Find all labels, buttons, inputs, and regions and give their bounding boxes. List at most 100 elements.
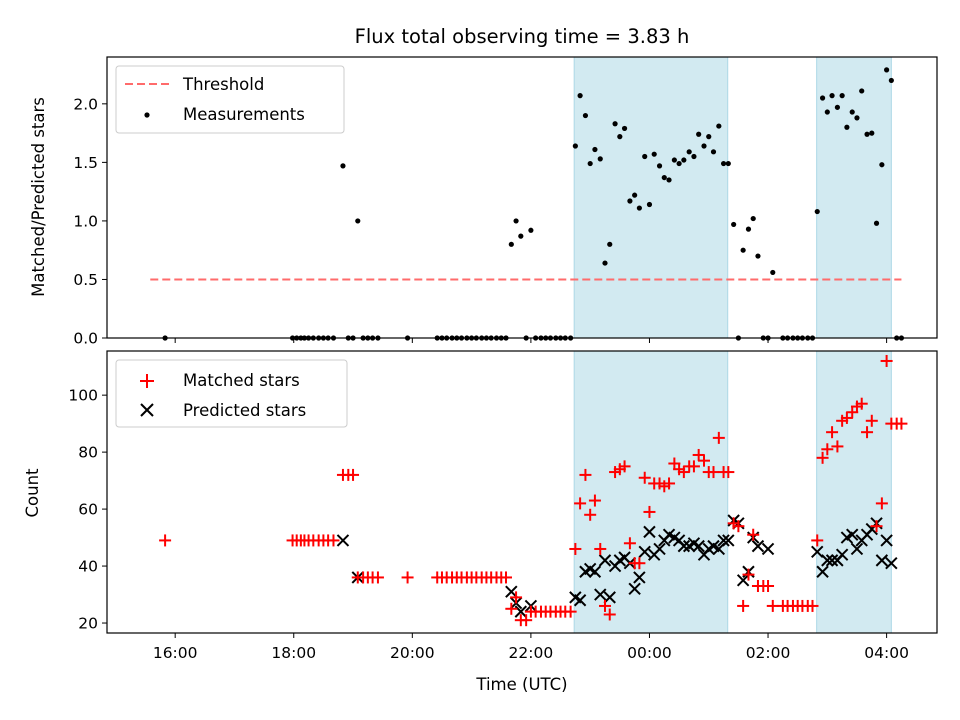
- measurement-point: [710, 149, 717, 155]
- matched-legend-swatch: [140, 374, 154, 388]
- matched-stars-point: [732, 520, 745, 533]
- matched-stars-point: [499, 571, 512, 584]
- measurement-point: [508, 241, 514, 247]
- predicted-stars-point: [761, 542, 775, 556]
- matched-stars-point: [698, 454, 711, 467]
- measurement-point: [661, 174, 667, 181]
- predicted-stars-point: [692, 539, 705, 553]
- measurement-point: [617, 134, 623, 140]
- measurement-point: [572, 143, 578, 149]
- measurement-point: [646, 201, 653, 208]
- y-tick-label: 40: [78, 558, 98, 576]
- count-panel: 20 40 60 80 100 16:00 18:00 20:00 22:00 00:00 02:…: [23, 350, 938, 694]
- measurement-point: [513, 218, 519, 224]
- predicted-stars-point: [722, 534, 735, 547]
- count-y-axis: 20 40 60 80 100: [68, 387, 107, 633]
- predicted-stars-point: [821, 554, 834, 567]
- time-x-axis: 16:00 18:00 20:00 22:00 00:00 02:00 04:00: [153, 633, 909, 662]
- measurement-point: [740, 247, 746, 253]
- measurement-point: [592, 146, 598, 153]
- matched-stars-point: [826, 426, 839, 439]
- matched-stars-point: [692, 448, 705, 461]
- x-tick-label: 18:00: [271, 644, 316, 662]
- matched-stars-point: [327, 534, 340, 547]
- measurement-point: [355, 218, 361, 224]
- x-tick-label: 00:00: [627, 644, 672, 662]
- x-tick-label: 20:00: [390, 644, 435, 662]
- measurement-point: [814, 208, 820, 215]
- measurement-point: [340, 163, 346, 169]
- chart-title: Flux total observing time = 3.83 h: [355, 25, 690, 48]
- matched-stars-point: [510, 591, 523, 604]
- measurement-point: [834, 104, 841, 110]
- predicted-stars-point: [875, 554, 889, 567]
- predicted-stars-point: [638, 545, 651, 559]
- predicted-stars-point: [885, 557, 898, 570]
- measurement-point: [888, 77, 894, 84]
- measurement-point: [636, 205, 642, 211]
- matched-stars-point: [371, 571, 384, 584]
- measurement-point: [706, 134, 712, 140]
- ratio-panel: 0.00.51.01.52.0 Matched/Predicted stars …: [29, 56, 938, 348]
- predicted-stars-point: [643, 525, 656, 539]
- measurement-point: [879, 162, 885, 168]
- predicted-stars-point: [505, 585, 518, 598]
- matched-stars-point: [766, 599, 779, 612]
- measurement-point: [731, 221, 737, 228]
- matched-stars-point: [865, 414, 878, 427]
- measurement-point: [666, 177, 672, 183]
- matched-stars-point: [840, 411, 853, 424]
- matched-stars-point: [584, 508, 597, 521]
- measurement-point: [716, 123, 722, 129]
- predicted-stars-point: [736, 574, 750, 587]
- matched-stars-point: [687, 460, 700, 473]
- measurement-point: [849, 109, 855, 115]
- ratio-y-axis: 0.0 0.5 1.0 1.5 2.0: [73, 95, 107, 348]
- count-legend: Matched stars Predicted stars: [115, 359, 348, 428]
- observing-interval-2: [816, 56, 892, 339]
- ratio-legend-box: [115, 65, 345, 134]
- predicted-stars-point: [677, 539, 691, 553]
- measurement-point: [602, 260, 608, 266]
- matched-stars-point: [579, 468, 592, 481]
- matched-stars-point: [816, 451, 829, 464]
- measurement-point: [686, 149, 692, 155]
- matched-stars-series: [159, 354, 908, 627]
- y-tick-label: 1.0: [73, 212, 98, 230]
- predicted-stars-point: [880, 534, 893, 547]
- y-tick-label: 0.0: [73, 330, 98, 348]
- measurement-point: [720, 160, 727, 167]
- measurement-point: [819, 95, 826, 101]
- measurement-point: [651, 151, 657, 157]
- measurement-point: [839, 93, 845, 99]
- ratio-panel-frame: [106, 56, 938, 339]
- ratio-x-ticks: [174, 338, 888, 343]
- matched-stars-point: [663, 477, 676, 490]
- count-y-axis-label: Count: [23, 468, 42, 518]
- measurement-point: [701, 143, 707, 149]
- measurement-point: [869, 130, 875, 136]
- matched-stars-point: [564, 605, 577, 618]
- y-tick-label: 0.5: [73, 271, 98, 289]
- predicted-stars-point: [633, 571, 646, 584]
- measurement-point: [671, 157, 677, 163]
- matched-stars-point: [623, 537, 636, 550]
- measurement-point: [577, 93, 583, 99]
- matched-stars-point: [638, 471, 651, 484]
- matched-stars-point: [633, 557, 646, 570]
- predicted-stars-point: [850, 542, 864, 556]
- matched-stars-point: [569, 542, 582, 555]
- measurement-point: [607, 241, 613, 247]
- matched-stars-point: [712, 431, 725, 444]
- predicted-stars-point: [811, 545, 824, 559]
- matched-stars-point: [520, 614, 533, 627]
- measurement-point: [632, 192, 638, 198]
- predicted-stars-point: [835, 548, 849, 561]
- measurement-point: [691, 153, 697, 160]
- predicted-stars-point: [336, 534, 350, 547]
- measurement-point: [844, 124, 850, 130]
- matched-stars-point: [603, 608, 616, 621]
- observing-interval-2: [816, 350, 892, 634]
- x-tick-label: 16:00: [153, 644, 198, 662]
- matched-stars-point: [762, 580, 775, 592]
